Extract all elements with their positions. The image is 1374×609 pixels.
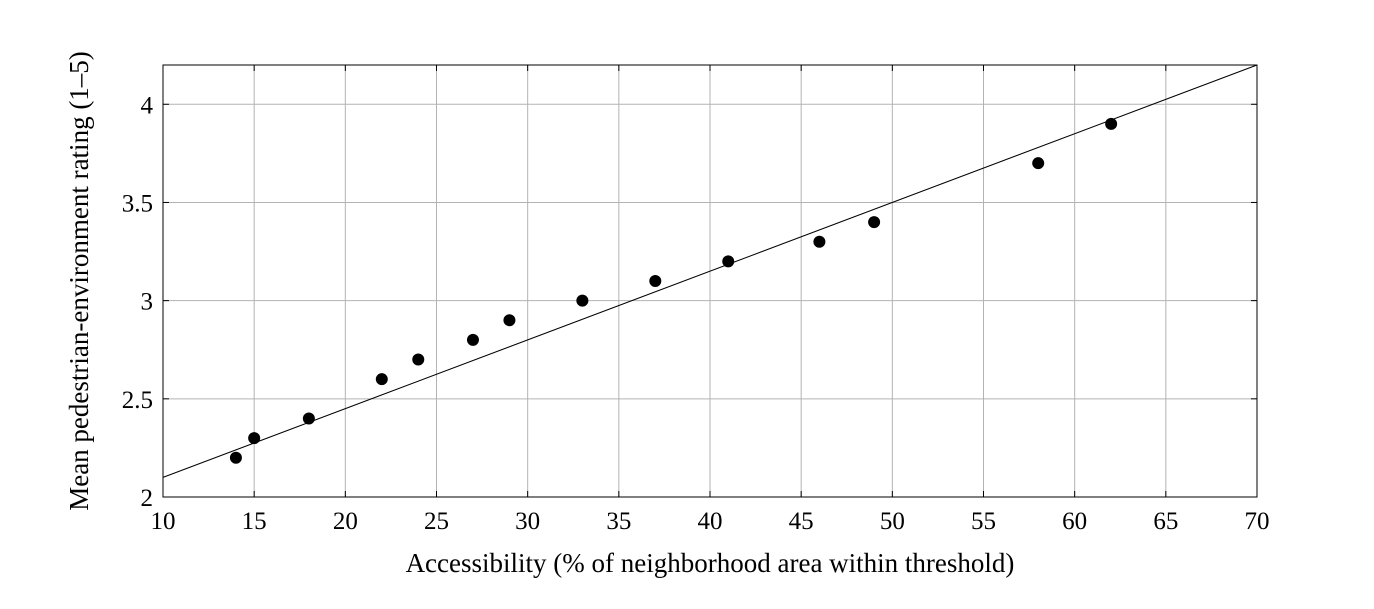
x-axis-ticks: 10 15 20 25 30 35 40 45 50 55 60 65 70 — [151, 65, 1270, 535]
trend-line-layer — [162, 64, 1258, 478]
x-tick-label: 30 — [515, 508, 540, 535]
y-tick-label: 2 — [141, 485, 154, 512]
data-point — [1032, 157, 1045, 170]
data-point — [302, 412, 315, 425]
data-point — [813, 235, 826, 248]
data-points — [229, 117, 1118, 464]
data-point — [576, 294, 589, 307]
x-tick-label: 10 — [151, 508, 176, 535]
y-tick-label: 4 — [141, 92, 154, 119]
y-tick-label: 3.5 — [122, 190, 153, 217]
data-point — [1105, 117, 1118, 130]
trend-line — [162, 64, 1258, 478]
x-tick-label: 70 — [1245, 508, 1270, 535]
data-point — [503, 314, 516, 327]
x-axis-label: Accessibility (% of neighborhood area wi… — [406, 548, 1015, 578]
grid — [162, 65, 1258, 498]
y-tick-label: 2.5 — [122, 387, 153, 414]
x-tick-label: 65 — [1153, 508, 1178, 535]
x-tick-label: 50 — [880, 508, 905, 535]
x-tick-label: 35 — [606, 508, 631, 535]
data-point — [466, 333, 479, 346]
y-tick-label: 3 — [141, 289, 154, 316]
x-tick-label: 25 — [424, 508, 449, 535]
data-point — [868, 216, 881, 229]
y-axis-ticks: 2 2.5 3 3.5 4 — [122, 92, 1257, 512]
data-point — [649, 275, 662, 287]
x-tick-label: 45 — [789, 508, 814, 535]
y-axis-label: Mean pedestrian-environment rating (1–5) — [64, 51, 94, 511]
data-point — [248, 432, 261, 445]
x-tick-label: 60 — [1062, 508, 1087, 535]
x-tick-label: 40 — [698, 508, 723, 535]
data-point — [722, 255, 735, 268]
data-point — [229, 451, 242, 464]
x-tick-label: 55 — [971, 508, 996, 535]
x-tick-label: 15 — [242, 508, 267, 535]
data-point — [375, 373, 388, 386]
x-tick-label: 20 — [333, 508, 358, 535]
data-point — [412, 353, 425, 366]
